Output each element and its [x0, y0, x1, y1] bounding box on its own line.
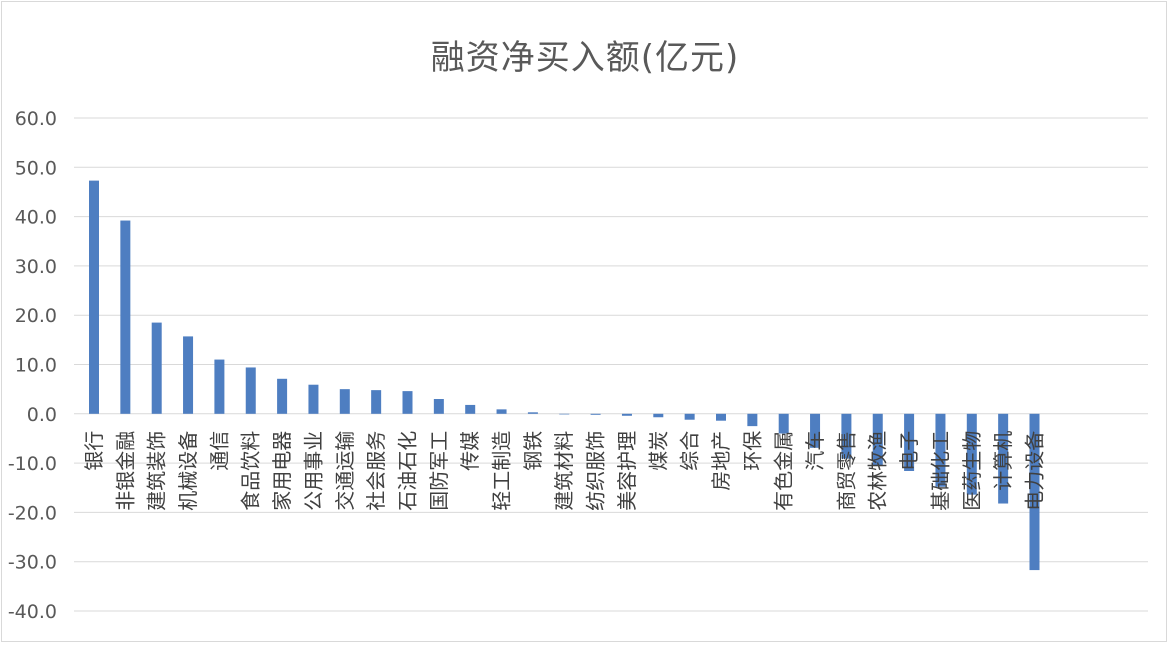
- category-label: 非银金融: [113, 431, 137, 511]
- category-label: 传媒: [458, 431, 482, 471]
- category-label: 公用事业: [301, 431, 325, 511]
- category-label: 机械设备: [176, 431, 200, 511]
- bar: [496, 409, 507, 414]
- category-label: 环保: [740, 431, 764, 471]
- category-label: 农林牧渔: [866, 431, 890, 511]
- bar: [935, 413, 946, 487]
- bar: [371, 390, 382, 414]
- y-tick-label: 10.0: [15, 355, 57, 377]
- y-tick-label: 20.0: [15, 305, 57, 327]
- y-tick-label: 50.0: [15, 157, 57, 179]
- category-label: 国防军工: [427, 431, 451, 511]
- y-axis-tick-labels: 60.0 50.0 40.0 30.0 20.0 10.0 0.0 -10.0 -20.0 -30…: [8, 108, 57, 623]
- bar: [183, 336, 194, 414]
- gridlines: [74, 117, 1148, 612]
- category-label: 计算机: [991, 431, 1015, 491]
- bar: [433, 399, 444, 414]
- category-label: 纺织服饰: [584, 431, 608, 511]
- bar: [527, 412, 538, 414]
- category-label: 石油石化: [396, 431, 420, 511]
- category-label: 家用电器: [270, 431, 294, 511]
- category-label: 商贸零售: [834, 431, 858, 511]
- bar: [245, 367, 256, 414]
- bar: [402, 391, 413, 414]
- bar: [684, 413, 695, 420]
- bar: [465, 404, 476, 414]
- chart-title: 融资净买入额(亿元): [430, 38, 740, 78]
- bar: [621, 413, 632, 416]
- category-label: 美容护理: [615, 431, 639, 511]
- y-tick-label: 60.0: [15, 108, 57, 130]
- bar: [308, 384, 319, 414]
- bar: [120, 220, 131, 414]
- bar: [716, 413, 726, 421]
- bar: [998, 413, 1009, 504]
- category-label: 电子: [897, 431, 921, 471]
- category-label: 建筑材料: [552, 431, 576, 511]
- category-label: 钢铁: [521, 431, 545, 471]
- category-label: 房地产: [709, 431, 733, 491]
- bar: [904, 413, 915, 471]
- category-label: 交通运输: [333, 431, 357, 511]
- bar: [590, 413, 601, 415]
- y-tick-label: 0.0: [27, 404, 57, 426]
- bar: [778, 413, 789, 434]
- category-label: 轻工制造: [490, 431, 514, 511]
- bar: [872, 413, 883, 467]
- bar: [966, 413, 977, 495]
- bar: [559, 413, 570, 415]
- category-label: 通信: [207, 431, 231, 471]
- category-label: 基础化工: [928, 431, 952, 511]
- y-tick-label: -40.0: [8, 601, 57, 623]
- category-label: 电力设备: [1023, 431, 1047, 511]
- bar: [89, 180, 99, 414]
- category-label: 社会服务: [364, 431, 388, 511]
- bar: [214, 359, 225, 414]
- y-tick-label: -20.0: [8, 502, 57, 524]
- bar: [653, 413, 664, 418]
- category-label: 汽车: [803, 431, 827, 471]
- category-label: 银行: [82, 431, 106, 471]
- category-labels: 银行 非银金融 建筑装饰 机械设备 通信 食品饮料 家用电器 公用事业 交通运输 社会服务 石油石化…: [82, 431, 1047, 511]
- category-label: 煤炭: [646, 431, 670, 471]
- category-label: 综合: [678, 431, 702, 471]
- y-tick-label: -10.0: [8, 453, 57, 475]
- bars: [89, 180, 1040, 571]
- bar: [277, 378, 288, 414]
- bar: [841, 413, 852, 459]
- bar: [339, 389, 350, 414]
- category-label: 食品饮料: [239, 431, 263, 511]
- y-tick-label: 30.0: [15, 256, 57, 278]
- y-tick-label: 40.0: [15, 207, 57, 229]
- bar: [1029, 413, 1040, 571]
- bar: [151, 322, 162, 414]
- bar: [810, 413, 821, 448]
- category-label: 医药生物: [960, 431, 984, 511]
- category-label: 建筑装饰: [145, 431, 169, 511]
- bar: [747, 413, 758, 427]
- y-tick-label: -30.0: [8, 552, 57, 574]
- category-label: 有色金属: [772, 431, 796, 511]
